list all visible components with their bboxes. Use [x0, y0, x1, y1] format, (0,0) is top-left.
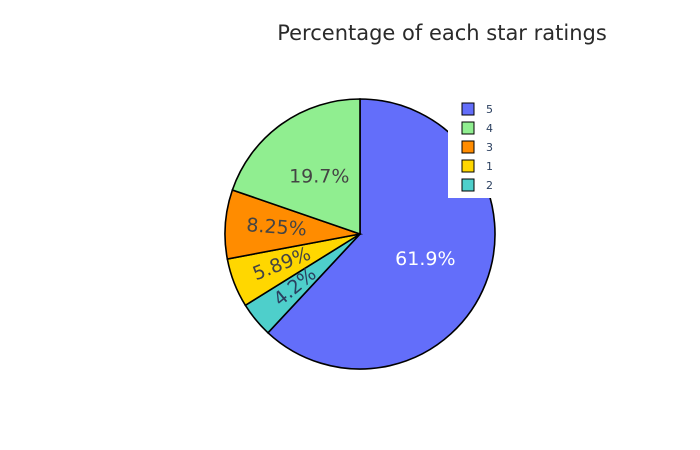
- legend-swatch-2[interactable]: [461, 178, 475, 192]
- legend-swatch-3[interactable]: [461, 140, 475, 154]
- legend-label-4[interactable]: 4: [486, 122, 493, 135]
- pie-slices: [224, 98, 496, 370]
- legend-label-2[interactable]: 2: [486, 179, 493, 192]
- legend-background: [448, 96, 510, 198]
- legend-label-3[interactable]: 3: [486, 141, 493, 154]
- slice-label-4: 19.7%: [289, 165, 349, 187]
- pie-slice-5: [266, 98, 496, 370]
- legend: 5 4 3 1 2: [448, 96, 510, 198]
- chart-title: Percentage of each star ratings: [277, 21, 607, 45]
- slice-label-3: 8.25%: [246, 214, 308, 240]
- legend-swatch-1[interactable]: [461, 159, 475, 173]
- slice-label-5: 61.9%: [395, 248, 455, 270]
- legend-swatch-5[interactable]: [461, 102, 475, 116]
- legend-label-1[interactable]: 1: [486, 160, 493, 173]
- pie-slice-4: [231, 98, 361, 236]
- legend-swatch-4[interactable]: [461, 121, 475, 135]
- legend-label-5[interactable]: 5: [486, 103, 493, 116]
